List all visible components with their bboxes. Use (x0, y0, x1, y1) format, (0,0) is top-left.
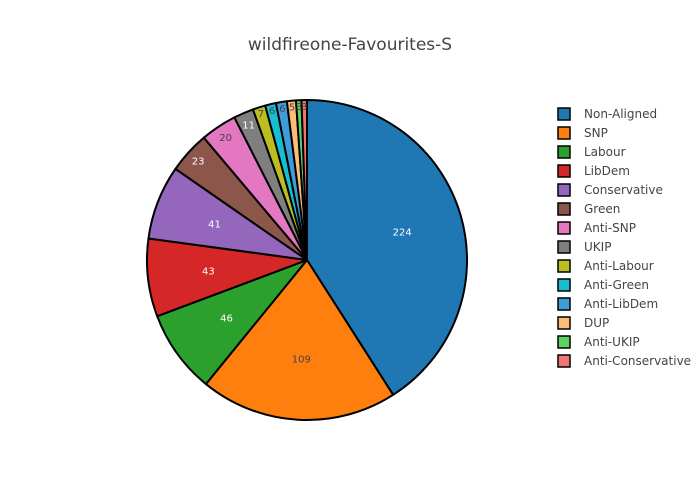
slice-value-label-anti-ukip: 3 (296, 102, 302, 113)
slice-value-label-non-aligned: 224 (393, 228, 412, 239)
legend-label: UKIP (584, 240, 611, 254)
legend-swatch (557, 316, 571, 330)
legend-label: LibDem (584, 164, 630, 178)
legend-item-libdem[interactable]: LibDem (557, 164, 630, 178)
legend-label: Non-Aligned (584, 107, 657, 121)
legend: Non-Aligned SNP Labour LibDem Conservative Gr… (557, 107, 691, 368)
legend-label: Anti-LibDem (584, 297, 658, 311)
legend-label: Conservative (584, 183, 663, 197)
legend-item-anti-conservative[interactable]: Anti-Conservative (557, 354, 691, 368)
slice-value-label-libdem: 43 (202, 267, 215, 278)
slice-value-label-dup: 5 (289, 103, 295, 114)
legend-item-conservative[interactable]: Conservative (557, 183, 663, 197)
slice-value-label-green: 23 (192, 156, 205, 167)
legend-swatch (557, 164, 571, 178)
pie-slice-anti-conservative (300, 98, 308, 261)
pie-slice-snp (204, 259, 395, 421)
legend-swatch (557, 126, 571, 140)
slice-value-label-anti-libdem: 6 (279, 104, 285, 115)
legend-label: SNP (584, 126, 608, 140)
pie-slices (146, 98, 468, 421)
legend-label: Anti-Conservative (584, 354, 691, 368)
slice-value-label-ukip: 11 (242, 120, 255, 131)
slice-value-label-anti-conservative: 3 (301, 102, 307, 113)
legend-swatch (557, 107, 571, 121)
legend-swatch (557, 278, 571, 292)
legend-item-non-aligned[interactable]: Non-Aligned (557, 107, 657, 121)
legend-label: Labour (584, 145, 626, 159)
legend-item-anti-snp[interactable]: Anti-SNP (557, 221, 636, 235)
legend-swatch (557, 354, 571, 368)
legend-item-dup[interactable]: DUP (557, 316, 609, 330)
legend-swatch (557, 145, 571, 159)
legend-item-ukip[interactable]: UKIP (557, 240, 611, 254)
legend-swatch (557, 297, 571, 311)
slice-value-label-labour: 46 (220, 313, 233, 324)
legend-item-labour[interactable]: Labour (557, 145, 626, 159)
slice-value-label-anti-labour: 7 (258, 109, 264, 120)
legend-swatch (557, 240, 571, 254)
legend-item-green[interactable]: Green (557, 202, 620, 216)
legend-label: Green (584, 202, 620, 216)
legend-label: DUP (584, 316, 609, 330)
slice-value-label-anti-snp: 20 (219, 133, 232, 144)
legend-label: Anti-SNP (584, 221, 636, 235)
slice-value-label-snp: 109 (292, 355, 311, 366)
slice-value-label-anti-green: 6 (269, 106, 275, 117)
legend-item-anti-labour[interactable]: Anti-Labour (557, 259, 654, 273)
legend-item-anti-libdem[interactable]: Anti-LibDem (557, 297, 658, 311)
legend-item-anti-ukip[interactable]: Anti-UKIP (557, 335, 640, 349)
legend-swatch (557, 183, 571, 197)
legend-item-anti-green[interactable]: Anti-Green (557, 278, 649, 292)
slice-value-label-conservative: 41 (208, 220, 221, 231)
chart-title: wildfireone-Favourites-S (248, 35, 452, 55)
legend-swatch (557, 259, 571, 273)
legend-label: Anti-UKIP (584, 335, 640, 349)
legend-swatch (557, 202, 571, 216)
legend-label: Anti-Green (584, 278, 649, 292)
pie-slice-labour (156, 259, 308, 386)
legend-swatch (557, 221, 571, 235)
legend-label: Anti-Labour (584, 259, 654, 273)
legend-swatch (557, 335, 571, 349)
legend-item-snp[interactable]: SNP (557, 126, 608, 140)
